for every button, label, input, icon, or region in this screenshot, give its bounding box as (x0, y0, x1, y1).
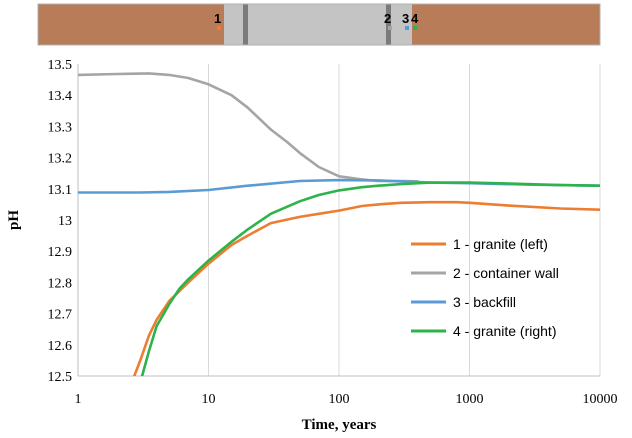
series-line-4 (140, 181, 600, 376)
marker-3-label: 3 (402, 11, 409, 26)
y-tick-label: 12.5 (48, 370, 73, 385)
y-tick-labels: 12.5 12.6 12.7 12.8 12.9 13 13.1 13.2 13.3 13.4 13… (48, 58, 73, 385)
granite-left-zone (38, 4, 224, 45)
y-tick-label: 13 (58, 214, 72, 229)
schematic-border (37, 3, 601, 46)
x-tick-label: 100 (329, 392, 350, 407)
y-tick-label: 12.6 (48, 339, 73, 354)
series-layer (78, 72, 600, 376)
y-tick-label: 13.5 (48, 58, 73, 73)
x-tick-label: 10000 (583, 392, 618, 407)
x-tick-label: 1 (75, 392, 82, 407)
container-wall-right (386, 4, 391, 45)
x-tick-label: 10 (202, 392, 216, 407)
marker-2-dot (388, 26, 392, 30)
y-tick-label: 13.2 (48, 152, 73, 167)
legend-label-3: 3 - backfill (453, 294, 516, 310)
domain-schematic: 1 2 3 4 (37, 3, 601, 46)
marker-3-dot (405, 26, 409, 30)
y-tick-label: 13.3 (48, 120, 73, 135)
y-tick-label: 12.8 (48, 276, 73, 291)
y-tick-label: 13.1 (48, 183, 73, 198)
marker-2-label: 2 (384, 11, 391, 26)
marker-1-label: 1 (214, 11, 221, 26)
legend-label-4: 4 - granite (right) (453, 323, 556, 339)
y-axis-title: pH (6, 210, 22, 230)
legend: 1 - granite (left) 2 - container wall 3 - … (411, 236, 559, 339)
marker-4-label: 4 (411, 11, 419, 26)
y-tick-label: 12.7 (48, 308, 73, 323)
series-line-1 (133, 200, 600, 376)
legend-label-2: 2 - container wall (453, 265, 559, 281)
y-tick-label: 12.9 (48, 245, 73, 260)
x-tick-labels: 1 10 100 1000 10000 (75, 392, 618, 407)
container-wall-left (243, 4, 248, 45)
marker-1-dot (217, 26, 221, 30)
legend-label-1: 1 - granite (left) (453, 236, 548, 252)
x-tick-label: 1000 (456, 392, 484, 407)
x-axis-title: Time, years (302, 417, 377, 433)
granite-right-zone (412, 4, 600, 45)
container-zone (224, 4, 412, 45)
y-tick-label: 13.4 (48, 89, 73, 104)
plot-area: 12.512.612.712.812.91313.113.213.313.413… (6, 58, 618, 433)
marker-4-dot (413, 26, 417, 30)
